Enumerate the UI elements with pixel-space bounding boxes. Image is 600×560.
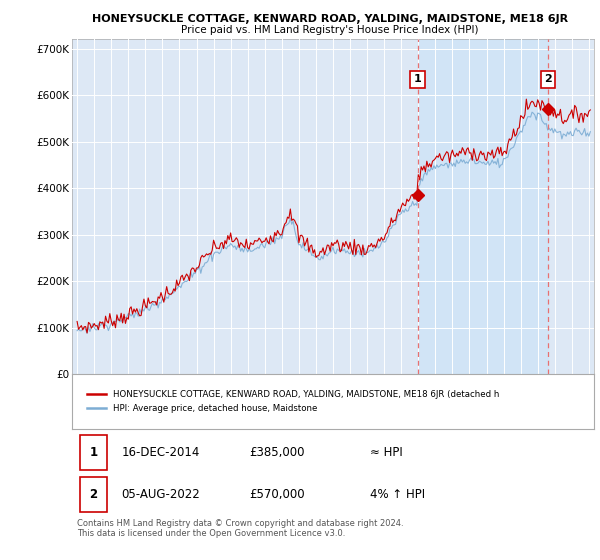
Text: £570,000: £570,000	[250, 488, 305, 501]
Text: 16-DEC-2014: 16-DEC-2014	[122, 446, 200, 459]
Text: 2: 2	[544, 74, 551, 85]
Text: Contains HM Land Registry data © Crown copyright and database right 2024.
This d: Contains HM Land Registry data © Crown c…	[77, 519, 404, 538]
Text: 2: 2	[89, 488, 97, 501]
Text: 1: 1	[414, 74, 421, 85]
Legend: HONEYSUCKLE COTTAGE, KENWARD ROAD, YALDING, MAIDSTONE, ME18 6JR (detached h, HPI: HONEYSUCKLE COTTAGE, KENWARD ROAD, YALDI…	[82, 385, 504, 418]
Text: ≈ HPI: ≈ HPI	[370, 446, 402, 459]
Text: HONEYSUCKLE COTTAGE, KENWARD ROAD, YALDING, MAIDSTONE, ME18 6JR: HONEYSUCKLE COTTAGE, KENWARD ROAD, YALDI…	[92, 14, 568, 24]
Text: Price paid vs. HM Land Registry's House Price Index (HPI): Price paid vs. HM Land Registry's House …	[181, 25, 479, 35]
Text: 4% ↑ HPI: 4% ↑ HPI	[370, 488, 425, 501]
Text: 05-AUG-2022: 05-AUG-2022	[122, 488, 200, 501]
FancyBboxPatch shape	[80, 435, 107, 470]
Text: 1: 1	[89, 446, 97, 459]
Bar	[418, 39, 548, 374]
FancyBboxPatch shape	[80, 477, 107, 512]
Text: £385,000: £385,000	[250, 446, 305, 459]
